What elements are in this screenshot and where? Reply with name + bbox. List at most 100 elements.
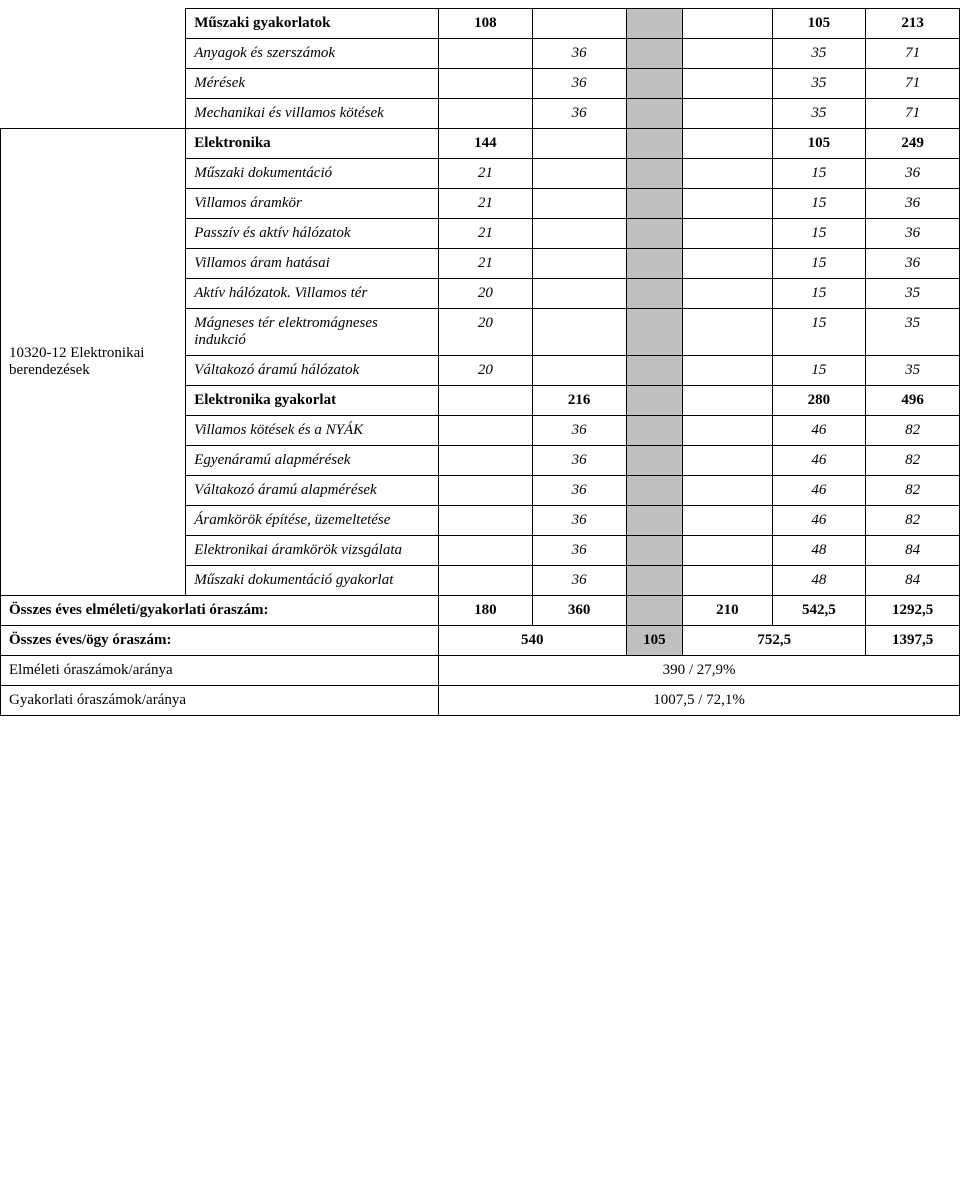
cell [683,566,772,596]
subject-name: Villamos áramkör [186,189,439,219]
cell [532,219,626,249]
cell: 15 [772,279,866,309]
subject-name: Mágneses tér elektromágneses indukció [186,309,439,356]
subject-name: Váltakozó áramú hálózatok [186,356,439,386]
cell-shade [626,566,683,596]
cell [683,476,772,506]
cell [683,506,772,536]
cell: 82 [866,506,960,536]
cell [439,99,533,129]
summary-row: Összes éves/ögy óraszám: 540 105 752,5 1… [1,626,960,656]
module-label: 10320-12 Elektronikai berendezések [1,129,186,596]
cell: 752,5 [683,626,866,656]
cell [683,9,772,39]
cell [532,189,626,219]
cell: 360 [532,596,626,626]
cell: 36 [532,446,626,476]
cell: 46 [772,506,866,536]
cell: 36 [866,249,960,279]
cell-shade [626,386,683,416]
subject-name: Műszaki gyakorlatok [186,9,439,39]
subject-name: Elektronika gyakorlat [186,386,439,416]
cell [532,159,626,189]
cell: 144 [439,129,533,159]
subject-name: Elektronika [186,129,439,159]
cell-shade [626,9,683,39]
page: Műszaki gyakorlatok 108 105 213 Anyagok … [0,0,960,736]
subject-name: Egyenáramú alapmérések [186,446,439,476]
cell-shade [626,39,683,69]
cell-shade [626,416,683,446]
cell: 36 [866,159,960,189]
cell: 20 [439,356,533,386]
cell: 46 [772,416,866,446]
cell: 82 [866,476,960,506]
cell [439,39,533,69]
cell: 36 [532,416,626,446]
cell [439,69,533,99]
cell [683,536,772,566]
subject-name: Aktív hálózatok. Villamos tér [186,279,439,309]
cell: 542,5 [772,596,866,626]
cell [439,566,533,596]
cell [683,309,772,356]
summary-label: Összes éves/ögy óraszám: [1,626,439,656]
cell: 35 [772,39,866,69]
cell: 213 [866,9,960,39]
cell [532,309,626,356]
subject-name: Anyagok és szerszámok [186,39,439,69]
cell: 180 [439,596,533,626]
cell: 46 [772,446,866,476]
cell [532,356,626,386]
cell: 71 [866,39,960,69]
cell: 210 [683,596,772,626]
cell: 82 [866,416,960,446]
cell: 36 [532,566,626,596]
cell: 36 [532,69,626,99]
cell [439,476,533,506]
cell: 1292,5 [866,596,960,626]
cell: 280 [772,386,866,416]
summary-label: Összes éves elméleti/gyakorlati óraszám: [1,596,439,626]
cell-shade [626,446,683,476]
cell [683,356,772,386]
cell [439,536,533,566]
cell: 105 [772,9,866,39]
cell-shade [626,476,683,506]
cell-shade [626,309,683,356]
cell: 20 [439,279,533,309]
cell: 15 [772,189,866,219]
cell-shade [626,159,683,189]
cell: 105 [626,626,683,656]
cell [683,249,772,279]
cell: 35 [866,279,960,309]
subject-name: Mérések [186,69,439,99]
cell-shade [626,596,683,626]
cell [532,249,626,279]
cell [439,416,533,446]
subject-name: Váltakozó áramú alapmérések [186,476,439,506]
cell: 108 [439,9,533,39]
cell: 15 [772,356,866,386]
cell-shade [626,249,683,279]
cell: 36 [532,39,626,69]
curriculum-table: Műszaki gyakorlatok 108 105 213 Anyagok … [0,8,960,716]
cell: 540 [439,626,626,656]
cell: 36 [866,219,960,249]
subject-name: Műszaki dokumentáció [186,159,439,189]
cell [683,189,772,219]
subject-name: Mechanikai és villamos kötések [186,99,439,129]
cell-shade [626,129,683,159]
cell: 21 [439,159,533,189]
cell: 15 [772,309,866,356]
summary-row: Gyakorlati óraszámok/aránya 1007,5 / 72,… [1,686,960,716]
cell: 15 [772,219,866,249]
cell [683,99,772,129]
cell: 35 [772,69,866,99]
cell: 46 [772,476,866,506]
subject-name: Elektronikai áramkörök vizsgálata [186,536,439,566]
cell-shade [626,219,683,249]
cell [683,159,772,189]
cell: 84 [866,536,960,566]
cell: 36 [532,506,626,536]
